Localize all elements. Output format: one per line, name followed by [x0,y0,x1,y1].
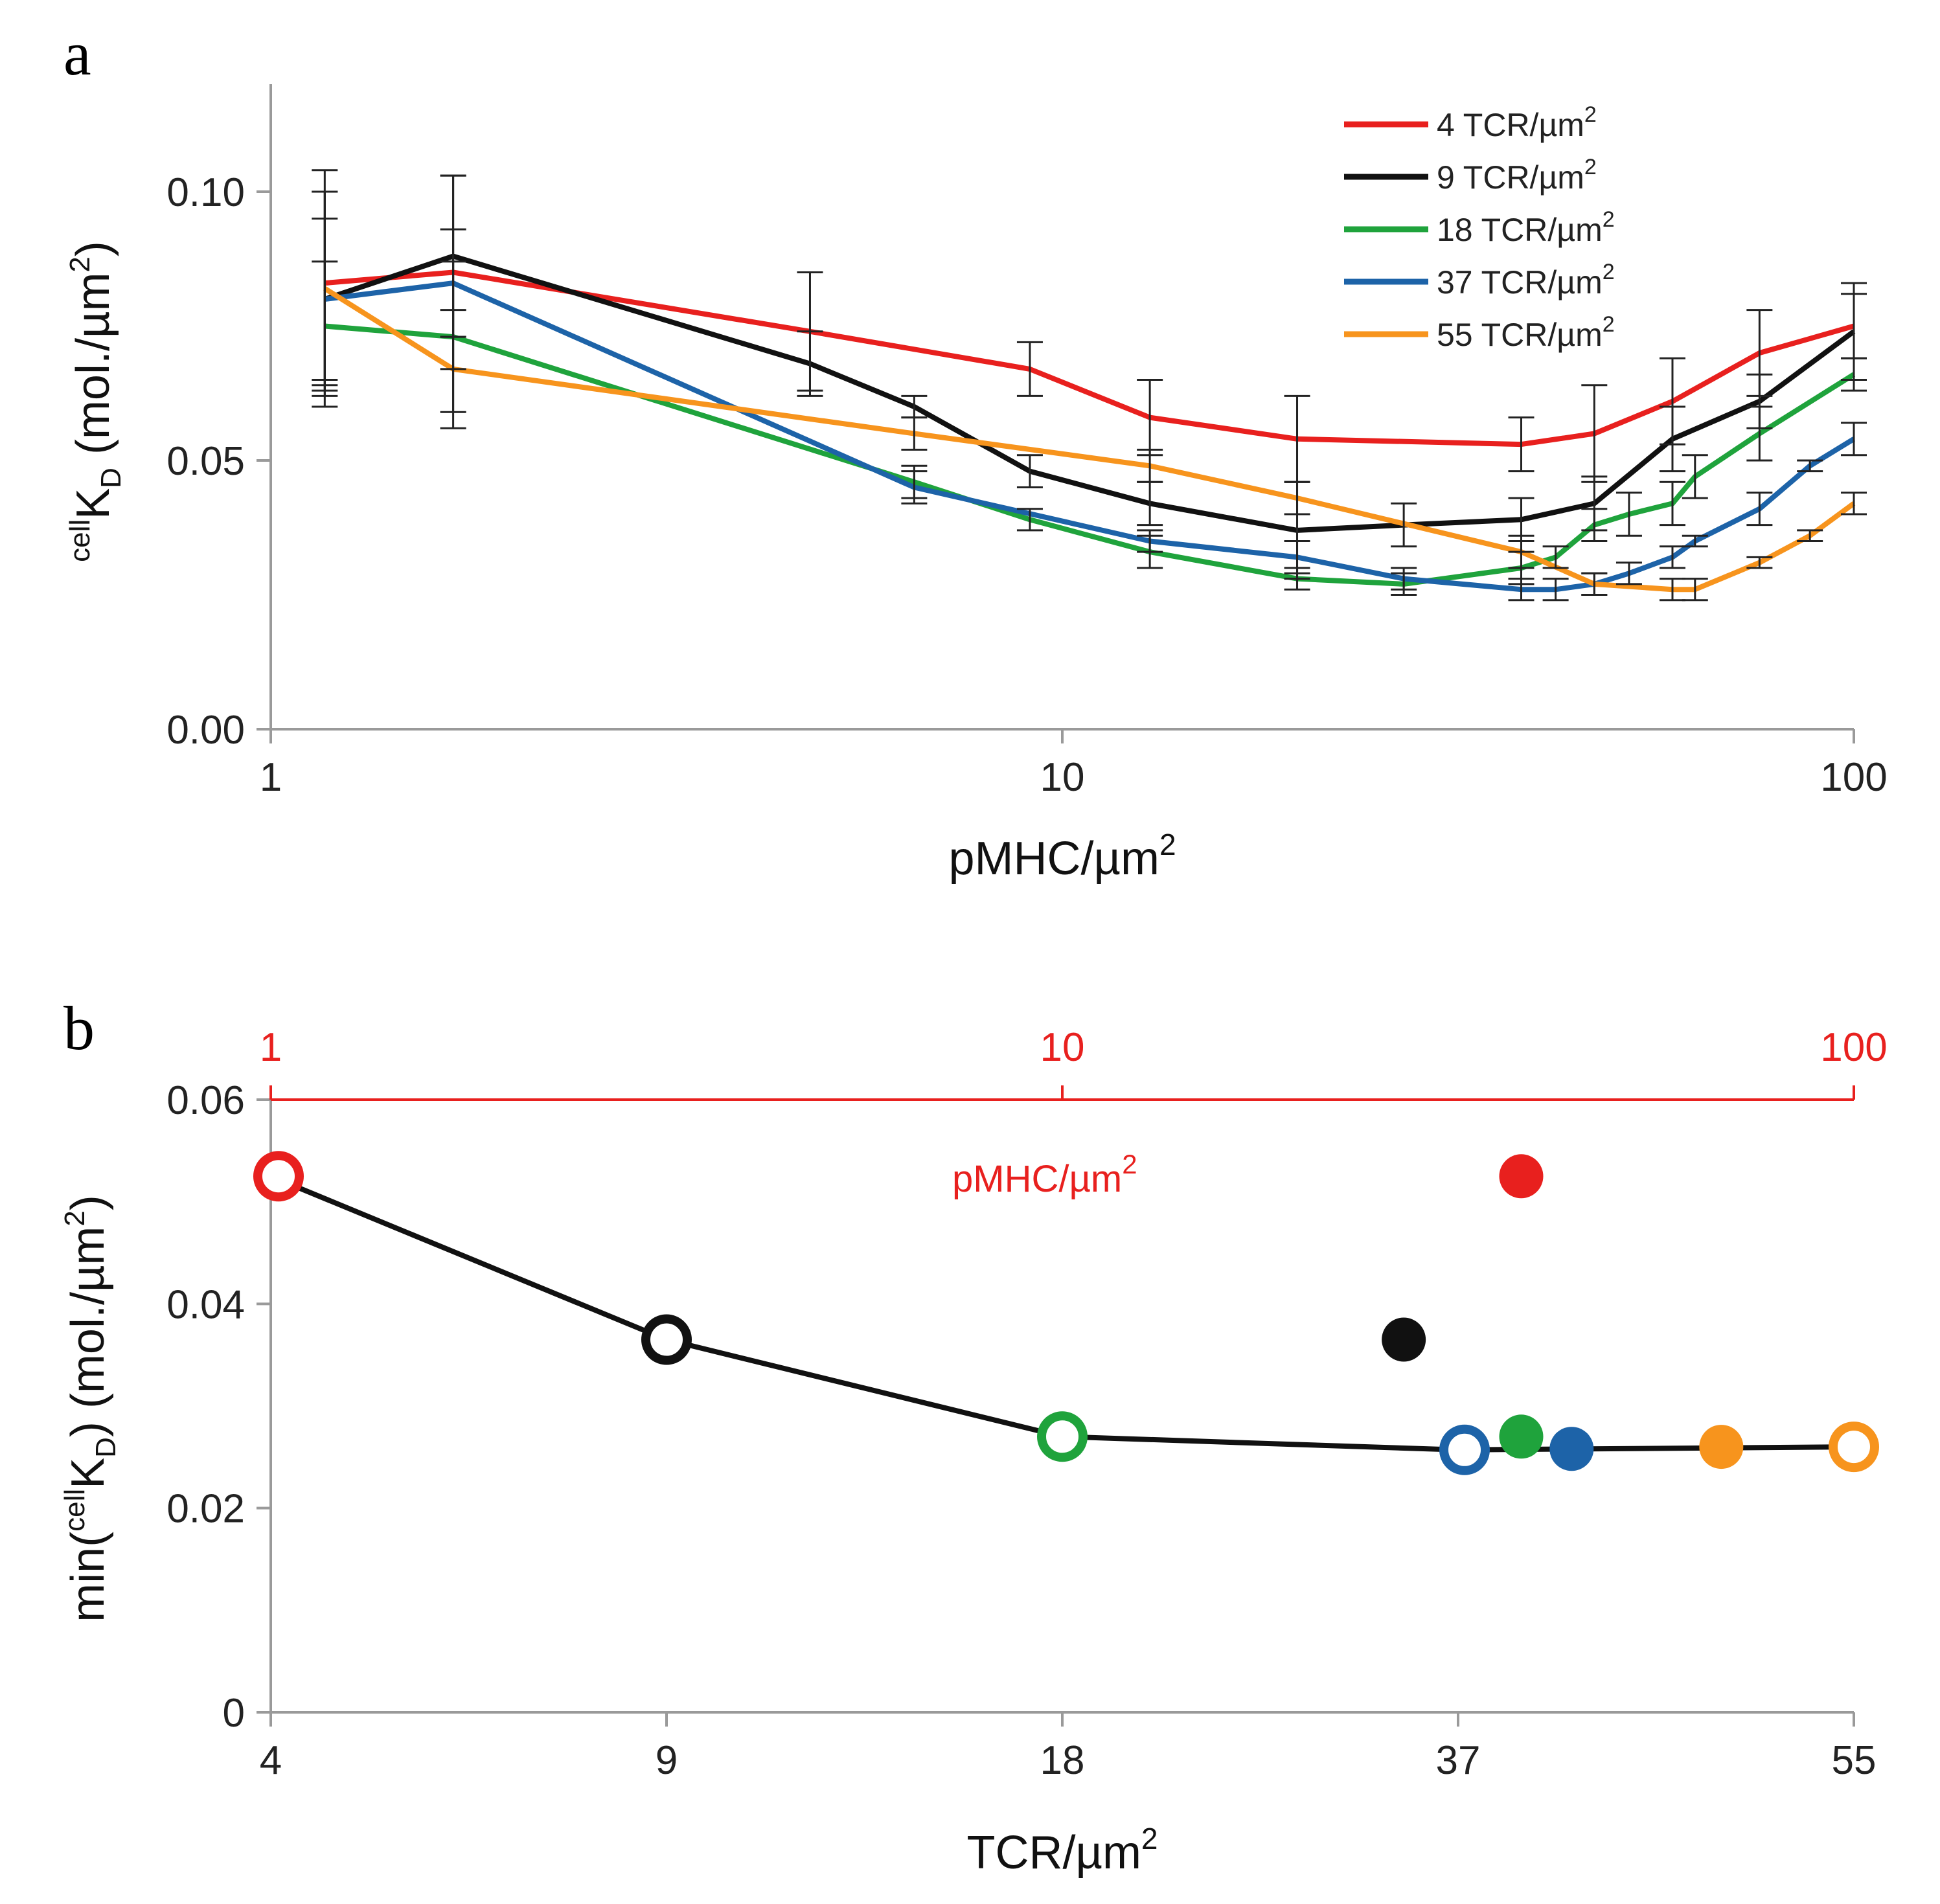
y-axis-title: min(cellKD) (mol./µm2) [59,1195,122,1622]
x-tick-label: 55 [1832,1738,1877,1783]
legend-label-0: 4 TCR/µm2 [1437,102,1597,143]
x-axis-title-sup: 2 [1159,828,1176,861]
y-axis-title-close: ) [67,241,119,256]
series-line-0 [324,269,1855,448]
legend-label-sup: 2 [1584,102,1597,127]
x-tick-label: 1 [260,755,282,800]
open-marker-4 [1829,1422,1879,1473]
filled-marker-1 [1382,1317,1426,1362]
series-line-3 [324,280,1856,593]
top-axis-tick-label: 10 [1040,1025,1085,1070]
open-marker-3 [1439,1424,1490,1475]
y-axis-title-sub: D [90,1437,122,1458]
chart-b: 00.020.040.064 9 18 37 551 10 100pMHC/µm2TCR/µ… [59,1025,1888,1879]
legend-label-text: 55 TCR/µm [1437,317,1603,353]
top-axis-tick-label: 1 [260,1025,282,1070]
x-tick-label: 100 [1820,755,1887,800]
top-axis-tick-label: 100 [1820,1025,1887,1070]
y-tick-label: 0 [223,1691,245,1736]
x-tick-label: 18 [1040,1738,1085,1783]
open-marker-1 [641,1314,692,1365]
legend-label-text: 4 TCR/µm [1437,107,1584,143]
legend-label-sup: 2 [1603,312,1615,337]
x-axis-title: TCR/µm2 [966,1822,1158,1879]
y-axis-title-sup: cell [64,519,96,562]
top-axis-title-sup: 2 [1122,1149,1137,1179]
legend-label-3: 37 TCR/µm2 [1437,260,1615,300]
min-kd-line [269,1173,1854,1453]
series-line-4 [323,286,1856,593]
x-tick-label: 37 [1436,1738,1481,1783]
legend-label-sup: 2 [1603,207,1615,232]
y-axis-title-k: K [67,488,119,519]
y-axis-title-close: ) [62,1195,114,1210]
legend-label-text: 9 TCR/µm [1437,159,1584,196]
filled-marker-0 [1499,1154,1544,1199]
y-tick-label: 0.04 [166,1282,245,1327]
y-tick-label: 0.10 [166,170,245,215]
x-tick-label: 4 [260,1738,282,1783]
filled-marker-3 [1549,1427,1594,1471]
y-axis-title-rest: ) (mol./µm [62,1227,114,1437]
panel-letter-a: a [63,19,91,88]
top-axis-title: pMHC/µm2 [952,1149,1137,1200]
legend-label-1: 9 TCR/µm2 [1437,155,1597,196]
y-axis-title-sup: cell [59,1489,91,1532]
y-axis-title-k: K [62,1458,114,1489]
filled-marker-4 [1699,1425,1744,1469]
legend-label-sup: 2 [1603,260,1615,284]
y-tick-label: 0.06 [166,1078,245,1123]
y-axis-title-sup2: 2 [59,1210,91,1226]
y-axis-title: cellKD (mol./µm2) [64,241,127,562]
open-marker-0 [253,1151,304,1202]
x-axis-title-main: pMHC/µm [948,833,1159,885]
filled-marker-2 [1499,1414,1544,1459]
y-tick-label: 0.05 [166,439,245,484]
y-tick-label: 0.00 [166,708,245,753]
y-axis-title-sup2: 2 [64,256,96,272]
y-axis-title-sub: D [95,468,127,488]
legend-label-2: 18 TCR/µm2 [1437,207,1615,248]
y-axis-title-pre: min( [62,1532,114,1622]
x-axis-title-sup: 2 [1141,1822,1158,1855]
open-marker-2 [1037,1411,1088,1462]
y-axis-title-rest: (mol./µm [67,273,119,468]
y-tick-label: 0.02 [166,1487,245,1532]
legend-label-4: 55 TCR/µm2 [1437,312,1615,353]
panel-letter-b: b [63,993,95,1063]
legend-label-text: 37 TCR/µm [1437,264,1603,300]
x-axis-title-main: TCR/µm [966,1827,1141,1879]
legend-label-sup: 2 [1584,155,1597,179]
x-tick-label: 10 [1040,755,1085,800]
legend-label-text: 18 TCR/µm [1437,212,1603,248]
x-tick-label: 9 [656,1738,678,1783]
top-axis-title-main: pMHC/µm [952,1158,1122,1200]
x-axis-title: pMHC/µm2 [948,828,1176,885]
